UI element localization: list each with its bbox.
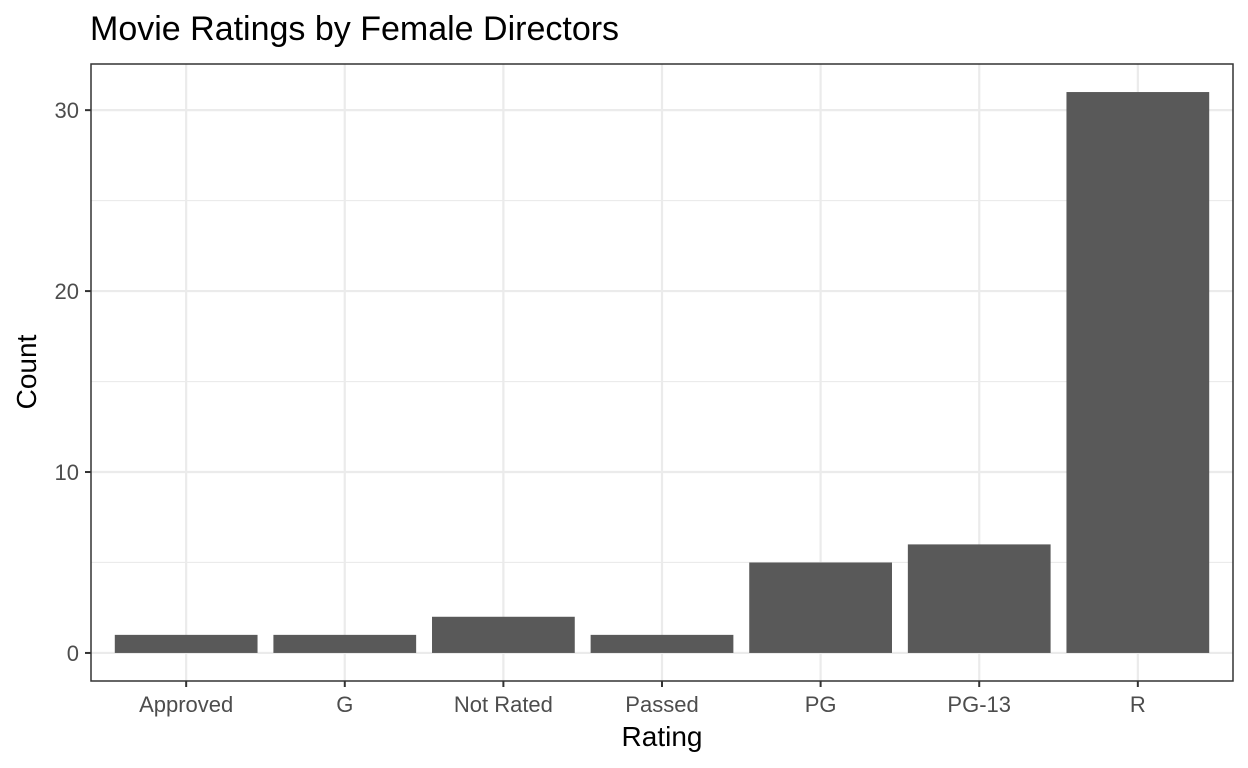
grid-lines (91, 64, 1233, 681)
x-tick-label: PG (805, 692, 837, 717)
bar-approved (114, 634, 258, 653)
y-tick-label: 30 (55, 98, 79, 123)
y-tick-label: 10 (55, 460, 79, 485)
y-axis: 0 10 20 30 (55, 98, 91, 666)
y-tick-label: 20 (55, 279, 79, 304)
x-tick-label: PG-13 (947, 692, 1011, 717)
x-axis: Approved G Not Rated Passed PG PG-13 R (139, 681, 1146, 717)
y-tick-label: 0 (67, 641, 79, 666)
x-tick-label: Approved (139, 692, 233, 717)
x-tick-label: G (336, 692, 353, 717)
bar-r (1066, 92, 1210, 653)
bar-pg (749, 562, 892, 653)
bar-pg-13 (907, 544, 1051, 653)
x-tick-label: Not Rated (454, 692, 553, 717)
x-axis-title: Rating (622, 721, 703, 752)
x-tick-label: Passed (625, 692, 698, 717)
chart-title: Movie Ratings by Female Directors (90, 10, 619, 48)
y-axis-title: Count (11, 334, 42, 409)
bar-not-rated (432, 616, 575, 653)
x-tick-label: R (1130, 692, 1146, 717)
plot-panel (90, 63, 1234, 682)
bar-g (273, 634, 417, 653)
bar-passed (590, 634, 734, 653)
bars (114, 92, 1210, 653)
